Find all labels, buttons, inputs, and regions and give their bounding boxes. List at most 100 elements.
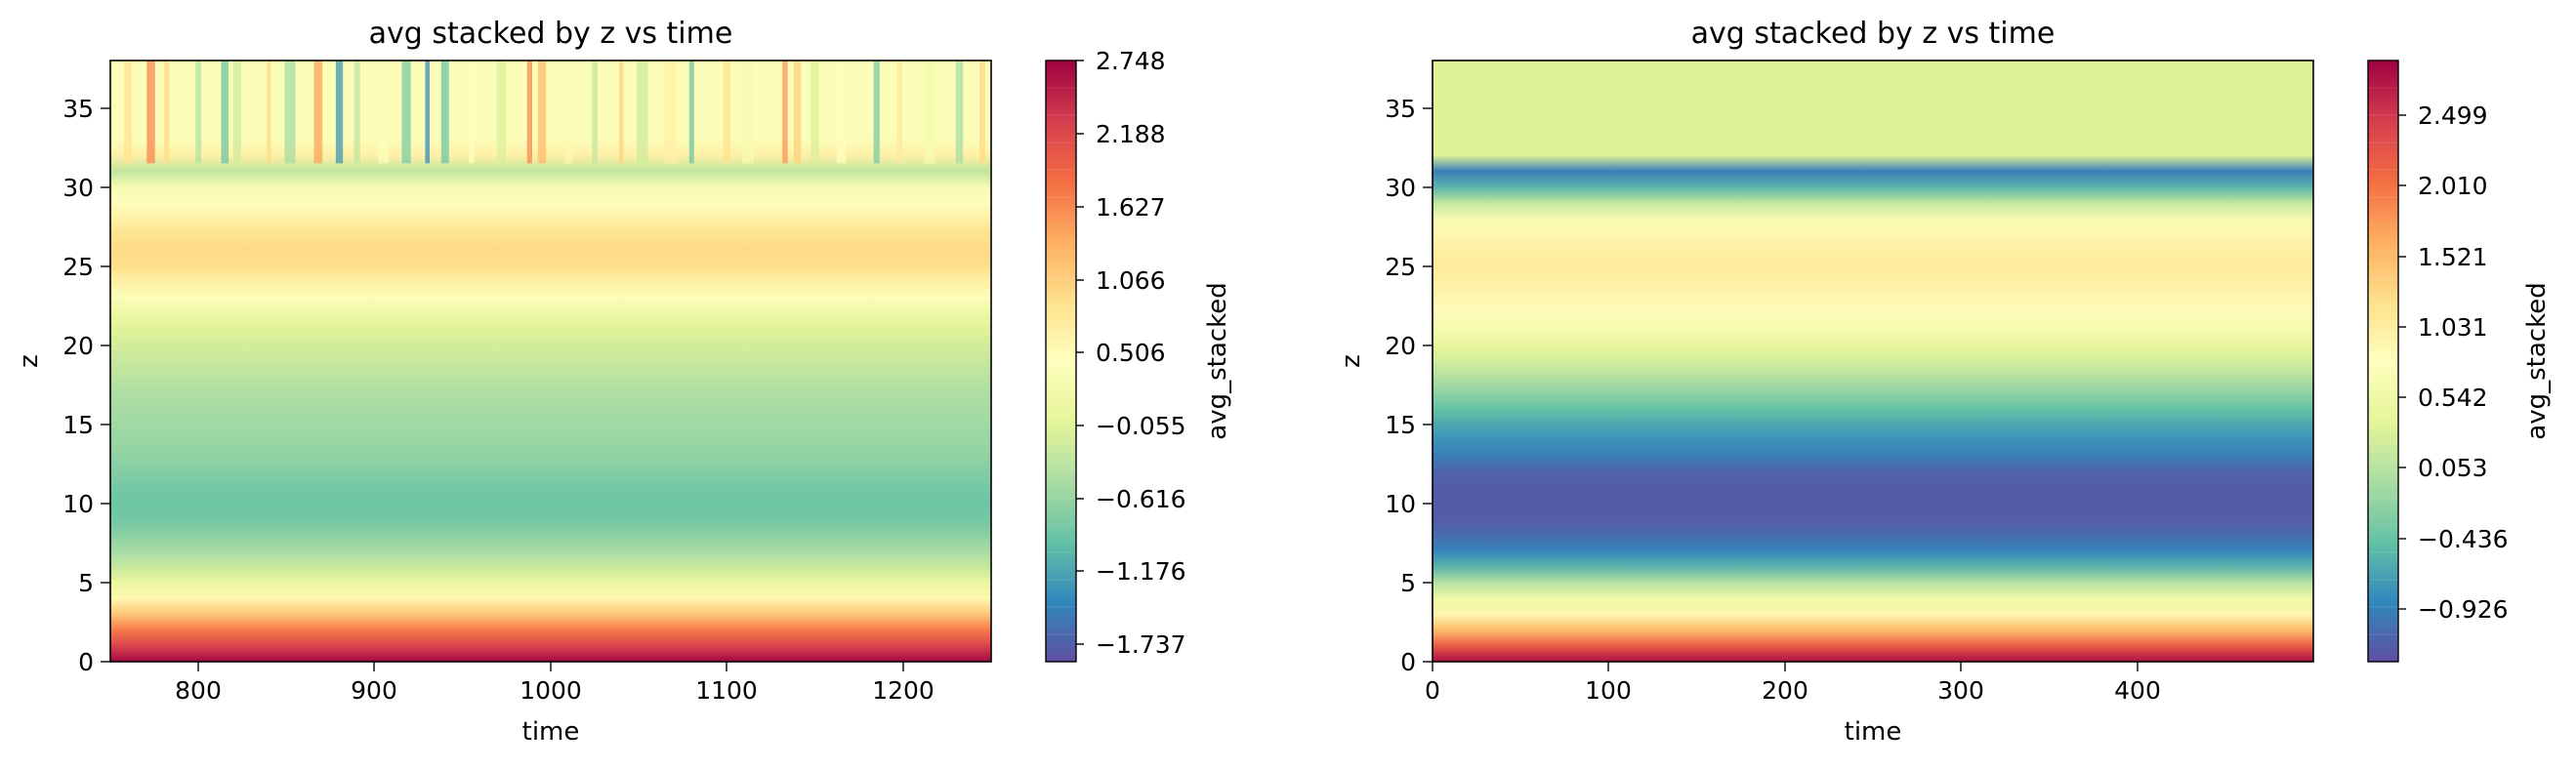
chart-left-x-axis-label: time: [522, 717, 580, 747]
heatmap-streak: [664, 61, 677, 164]
heatmap-streak: [378, 61, 389, 164]
y-tick: 30: [62, 174, 110, 202]
chart-right-field: [1433, 61, 2313, 662]
colorbar-tick-label: 2.188: [1096, 120, 1166, 148]
colorbar-tick: 2.010: [2398, 172, 2488, 200]
colorbar-tick: −0.436: [2398, 525, 2509, 553]
y-tick-label: 5: [78, 569, 94, 597]
heatmap-streak: [267, 61, 271, 164]
x-tick-label: 800: [175, 676, 222, 705]
colorbar-tick: 1.066: [1076, 266, 1166, 295]
y-tick: 30: [1385, 174, 1433, 202]
heatmap-streak: [124, 61, 133, 164]
chart-right-x-ticks: 0 100 200 300 400: [1425, 662, 2161, 705]
chart-right-frame: [1432, 60, 2314, 663]
x-tick: 900: [351, 662, 397, 705]
heatmap-streak: [742, 61, 754, 164]
colorbar-gradient: [1046, 61, 1076, 662]
colorbar-label: avg_stacked: [1203, 282, 1232, 439]
x-tick: 300: [1937, 662, 1984, 705]
heatmap-streak: [955, 61, 964, 164]
colorbar-tick: 1.627: [1076, 193, 1166, 222]
y-tick: 0: [1400, 648, 1433, 676]
colorbar-tick-label: 2.499: [2418, 101, 2488, 130]
colorbar-tick-label: −0.436: [2418, 525, 2509, 553]
colorbar-tick-label: −1.176: [1096, 557, 1186, 586]
y-tick: 25: [1385, 253, 1433, 281]
colorbar-bands: [1046, 87, 1076, 635]
heatmap-streak: [537, 61, 547, 164]
heatmap-streak: [440, 61, 449, 164]
chart-left-top-stripes: [124, 61, 985, 164]
colorbar-tick-label: 1.031: [2418, 313, 2488, 342]
heatmap-streak: [146, 61, 155, 164]
x-tick-label: 900: [351, 676, 397, 705]
y-tick-label: 30: [62, 174, 94, 202]
chart-right-x-axis-label: time: [1845, 717, 1902, 747]
x-tick: 800: [175, 662, 222, 705]
heatmap-streak: [896, 61, 902, 164]
heatmap-streak: [979, 61, 985, 164]
heatmap-streak: [313, 61, 323, 164]
x-tick-label: 1100: [695, 676, 758, 705]
x-tick-label: 100: [1585, 676, 1632, 705]
chart-right: avg stacked by z vs time 0 100 200 300 4…: [1337, 17, 2552, 747]
heatmap-streak: [564, 61, 572, 164]
chart-left: avg stacked by z vs time 800 900 1000 11…: [15, 17, 1232, 747]
heatmap-streak: [810, 61, 819, 164]
heatmap-streak: [526, 61, 532, 164]
chart-right-y-ticks: 0 5 10 15 20 25 30 35: [1385, 95, 1433, 676]
colorbar-tick-label: 1.627: [1096, 193, 1166, 222]
x-tick: 400: [2114, 662, 2161, 705]
y-tick-label: 10: [62, 490, 94, 518]
heatmap-streak: [284, 61, 296, 164]
heatmap-streak: [618, 61, 624, 164]
chart-right-heatmap: [1432, 60, 2314, 663]
colorbar-tick: −0.616: [1076, 485, 1186, 513]
heatmap-streak: [923, 61, 935, 164]
y-tick: 10: [62, 490, 110, 518]
x-tick-label: 0: [1425, 676, 1440, 705]
y-tick-label: 30: [1385, 174, 1416, 202]
x-tick: 100: [1585, 662, 1632, 705]
colorbar-tick-label: 0.053: [2418, 454, 2488, 482]
y-tick: 0: [78, 648, 110, 676]
x-tick: 1000: [519, 662, 582, 705]
colorbar-tick-label: 2.748: [1096, 47, 1166, 75]
colorbar-tick: 0.542: [2398, 384, 2488, 412]
colorbar-label: avg_stacked: [2522, 282, 2552, 439]
y-tick: 20: [1385, 332, 1433, 360]
y-tick-label: 0: [78, 648, 94, 676]
y-tick-label: 5: [1400, 569, 1416, 597]
colorbar-bands: [2368, 87, 2398, 635]
y-tick: 15: [62, 411, 110, 439]
colorbar-tick-label: 0.506: [1096, 339, 1166, 367]
y-tick-label: 25: [1385, 253, 1416, 281]
x-tick-label: 1200: [872, 676, 935, 705]
chart-right-colorbar: 2.499 2.010 1.521 1.031 0.542 0.053 −0.4…: [2367, 60, 2552, 663]
heatmap-streak: [873, 61, 880, 164]
colorbar-tick-label: −0.055: [1096, 412, 1186, 440]
heatmap-streak: [782, 61, 788, 164]
heatmap-streak: [496, 61, 507, 164]
y-tick: 5: [78, 569, 110, 597]
colorbar-tick: −0.055: [1076, 412, 1186, 440]
y-tick-label: 10: [1385, 490, 1416, 518]
x-tick-label: 1000: [519, 676, 582, 705]
y-tick-label: 15: [62, 411, 94, 439]
colorbar-tick: −0.926: [2398, 595, 2509, 624]
heatmap-streak: [164, 61, 170, 164]
chart-left-title: avg stacked by z vs time: [369, 17, 733, 51]
y-tick-label: 25: [62, 253, 94, 281]
heatmap-streak: [793, 61, 802, 164]
y-tick-label: 20: [62, 332, 94, 360]
heatmap-streak: [836, 61, 847, 164]
x-tick: 1200: [872, 662, 935, 705]
colorbar-tick: 0.053: [2398, 454, 2488, 482]
colorbar-tick-label: 2.010: [2418, 172, 2488, 200]
y-tick: 35: [62, 95, 110, 123]
colorbar-tick: −1.737: [1076, 630, 1186, 659]
x-tick: 0: [1425, 662, 1440, 705]
heatmap-streak: [221, 61, 229, 164]
